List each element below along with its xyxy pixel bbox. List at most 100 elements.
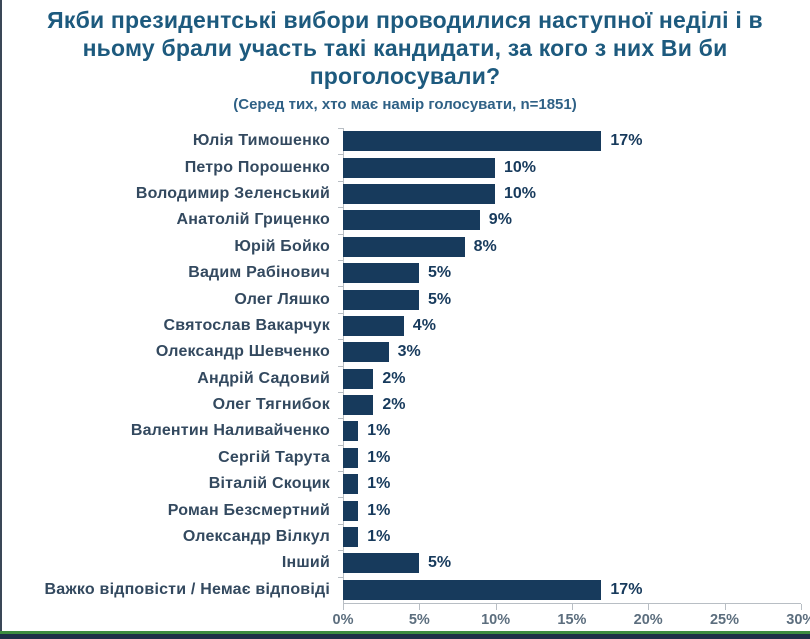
y-axis-tick-mark <box>338 233 343 235</box>
value-label: 1% <box>367 448 391 466</box>
bar-area: 5% <box>338 259 810 286</box>
y-axis-tick-mark <box>338 207 343 209</box>
bar-area: 4% <box>338 312 810 339</box>
candidate-bar <box>343 579 602 600</box>
value-label: 17% <box>610 580 643 598</box>
value-label: 5% <box>428 290 452 308</box>
chart-row: Вадим Рабінович 5% <box>0 259 810 286</box>
candidate-bar <box>343 289 419 310</box>
chart-row: Віталій Скоцик 1% <box>0 471 810 497</box>
candidate-label: Сергій Тарута <box>218 448 330 466</box>
y-axis-tick-mark <box>338 497 343 499</box>
chart-row: Роман Безсмертний 1% <box>0 497 810 523</box>
chart-row: Інший 5% <box>0 550 810 576</box>
value-label: 1% <box>367 422 391 440</box>
candidate-label: Петро Порошенко <box>184 158 330 176</box>
candidate-bar <box>343 157 495 178</box>
x-axis-tick-mark <box>343 604 344 610</box>
chart-row: Валентин Наливайченко 1% <box>0 418 810 444</box>
x-tick-label: 30% <box>786 612 810 628</box>
y-axis-tick-mark <box>338 154 343 156</box>
x-axis-tick-mark <box>724 604 726 610</box>
chart-title-line-3: проголосували? <box>309 63 501 89</box>
bar-area: 1% <box>338 444 810 471</box>
candidate-bar <box>343 342 389 363</box>
chart-row: Юлія Тимошенко 17% <box>0 128 810 154</box>
y-axis-tick-mark <box>338 418 343 420</box>
chart-rows: Юлія Тимошенко 17% Петро Порошенко 10% В… <box>0 128 810 603</box>
y-axis-tick-mark <box>338 576 343 578</box>
candidate-bar <box>343 421 359 442</box>
value-label: 2% <box>382 396 406 414</box>
value-label: 9% <box>488 211 512 229</box>
candidate-bar <box>343 500 359 521</box>
chart-row: Петро Порошенко 10% <box>0 154 810 180</box>
value-label: 1% <box>367 528 391 546</box>
bar-area: 2% <box>338 365 810 392</box>
bar-area: 5% <box>338 286 810 312</box>
y-axis-tick-mark <box>338 365 343 367</box>
x-axis-tick-mark <box>648 604 650 610</box>
bar-area: 10% <box>338 180 810 207</box>
candidate-label: Володимир Зеленський <box>135 184 330 202</box>
bar-area: 17% <box>338 576 810 603</box>
y-axis-line <box>343 128 344 604</box>
candidate-bar <box>343 395 374 416</box>
bar-area: 10% <box>338 154 810 180</box>
chart-row: Олександр Шевченко 3% <box>0 339 810 365</box>
bar-area: 1% <box>338 471 810 497</box>
bar-area: 8% <box>338 233 810 260</box>
value-label: 17% <box>610 132 643 150</box>
chart-title-line-2: ньому брали участь такі кандидати, за ко… <box>82 35 728 61</box>
chart-row: Юрій Бойко 8% <box>0 233 810 260</box>
chart-row: Святослав Вакарчук 4% <box>0 312 810 339</box>
x-tick-label: 0% <box>332 612 354 628</box>
candidate-bar <box>343 474 359 495</box>
value-label: 5% <box>428 554 452 572</box>
candidate-label: Валентин Наливайченко <box>130 422 330 440</box>
candidate-bar <box>343 447 359 468</box>
bar-area: 3% <box>338 339 810 365</box>
candidate-label: Олег Ляшко <box>234 290 330 308</box>
x-axis-tick-mark <box>571 604 573 610</box>
value-label: 4% <box>412 316 436 334</box>
bar-area: 9% <box>338 207 810 233</box>
candidate-bar <box>343 183 495 204</box>
candidate-bar <box>343 263 419 284</box>
x-tick-label: 10% <box>481 612 511 628</box>
candidate-bar <box>343 236 465 257</box>
bottom-green-divider <box>0 631 810 634</box>
candidate-label: Роман Безсмертний <box>167 501 330 519</box>
candidate-label: Віталій Скоцик <box>208 475 330 493</box>
x-tick-label: 15% <box>557 612 587 628</box>
chart-row: Анатолій Гриценко 9% <box>0 207 810 233</box>
value-label: 3% <box>397 343 421 361</box>
left-border <box>0 0 2 639</box>
bar-area: 5% <box>338 550 810 576</box>
y-axis-tick-mark <box>338 523 343 525</box>
chart-row: Андрій Садовий 2% <box>0 365 810 392</box>
value-label: 10% <box>504 158 537 176</box>
candidate-label: Святослав Вакарчук <box>163 316 330 334</box>
x-tick-label: 25% <box>709 612 740 628</box>
candidate-bar <box>343 527 359 548</box>
candidate-bar <box>343 553 419 574</box>
bottom-dark-strip <box>0 634 810 639</box>
candidate-label: Олег Тягнибок <box>212 396 330 414</box>
y-axis-tick-mark <box>338 128 343 129</box>
chart-row: Олег Ляшко 5% <box>0 286 810 312</box>
y-axis-tick-mark <box>338 259 343 261</box>
value-label: 10% <box>504 184 537 202</box>
bar-area: 1% <box>338 497 810 523</box>
x-axis-line <box>343 603 801 604</box>
bar-area: 17% <box>338 128 810 154</box>
y-axis-tick-mark <box>338 339 343 341</box>
value-label: 2% <box>382 369 406 387</box>
chart-subtitle: (Серед тих, хто має намір голосувати, n=… <box>233 96 577 113</box>
x-axis-tick-mark <box>419 604 421 610</box>
x-tick-label: 20% <box>633 612 663 628</box>
candidate-label: Олександр Шевченко <box>155 343 330 361</box>
candidate-bar <box>343 315 404 336</box>
y-axis-tick-mark <box>338 471 343 473</box>
